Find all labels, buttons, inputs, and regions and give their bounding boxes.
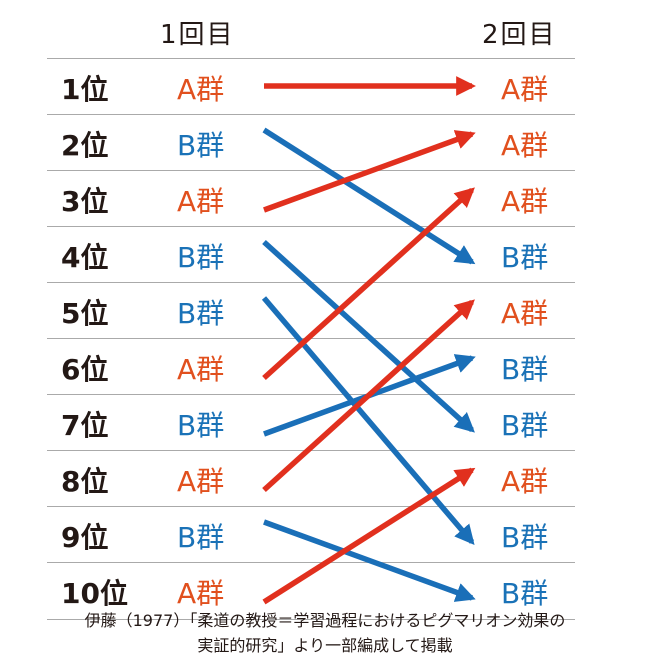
rank-label: 2位 bbox=[61, 129, 109, 162]
rank-label: 3位 bbox=[61, 185, 109, 218]
round2-group-label: B群 bbox=[501, 353, 549, 386]
caption-line-2: 実証的研究」より一部編成して掲載 bbox=[197, 636, 453, 655]
table-row: 4位 B群 B群 bbox=[47, 226, 575, 283]
rank-label: 6位 bbox=[61, 353, 109, 386]
round1-group-label: B群 bbox=[177, 241, 225, 274]
table-row: 1位 A群 A群 bbox=[47, 58, 575, 115]
arrow-group-a-8-to-5 bbox=[262, 299, 475, 493]
round2-group-label: A群 bbox=[501, 73, 549, 106]
table-row: 9位 B群 B群 bbox=[47, 506, 575, 563]
rank-label: 5位 bbox=[61, 297, 109, 330]
round1-header: 1回目 bbox=[160, 20, 235, 50]
round2-group-label: B群 bbox=[501, 577, 549, 610]
round2-group-label: B群 bbox=[501, 409, 549, 442]
round1-group-label: B群 bbox=[177, 409, 225, 442]
rank-label: 9位 bbox=[61, 521, 109, 554]
round1-group-label: A群 bbox=[177, 185, 225, 218]
arrow-group-a-6-to-3 bbox=[262, 187, 475, 381]
arrow-group-a-10-to-8 bbox=[262, 467, 476, 605]
table-row: 7位 B群 B群 bbox=[47, 394, 575, 451]
table-row: 6位 A群 B群 bbox=[47, 338, 575, 395]
table-row: 10位 A群 B群 bbox=[47, 562, 575, 620]
round2-group-label: A群 bbox=[501, 129, 549, 162]
round1-group-label: B群 bbox=[177, 521, 225, 554]
round2-group-label: B群 bbox=[501, 521, 549, 554]
table-row: 2位 B群 A群 bbox=[47, 114, 575, 171]
round1-group-label: B群 bbox=[177, 297, 225, 330]
round1-group-label: B群 bbox=[177, 129, 225, 162]
rank-label: 1位 bbox=[61, 73, 109, 106]
round1-group-label: A群 bbox=[177, 353, 225, 386]
arrow-group-b-9-to-10 bbox=[263, 519, 476, 602]
round1-group-label: A群 bbox=[177, 465, 225, 498]
rank-label: 7位 bbox=[61, 409, 109, 442]
round2-header: 2回目 bbox=[482, 20, 557, 50]
table-row: 3位 A群 A群 bbox=[47, 170, 575, 227]
arrow-group-b-2-to-4 bbox=[262, 127, 476, 265]
arrow-group-a-3-to-2 bbox=[263, 130, 476, 213]
arrow-group-b-5-to-9 bbox=[261, 296, 475, 546]
round2-group-label: A群 bbox=[501, 297, 549, 330]
rank-label: 8位 bbox=[61, 465, 109, 498]
round2-group-label: A群 bbox=[501, 465, 549, 498]
round1-group-label: A群 bbox=[177, 577, 225, 610]
arrow-group-b-4-to-7 bbox=[262, 239, 475, 433]
round2-group-label: A群 bbox=[501, 185, 549, 218]
caption-line-1: 伊藤（1977）「柔道の教授＝学習過程におけるピグマリオン効果の bbox=[84, 611, 566, 630]
round1-group-label: A群 bbox=[177, 73, 225, 106]
round2-group-label: B群 bbox=[501, 241, 549, 274]
rank-label: 10位 bbox=[61, 577, 128, 610]
rank-label: 4位 bbox=[61, 241, 109, 274]
